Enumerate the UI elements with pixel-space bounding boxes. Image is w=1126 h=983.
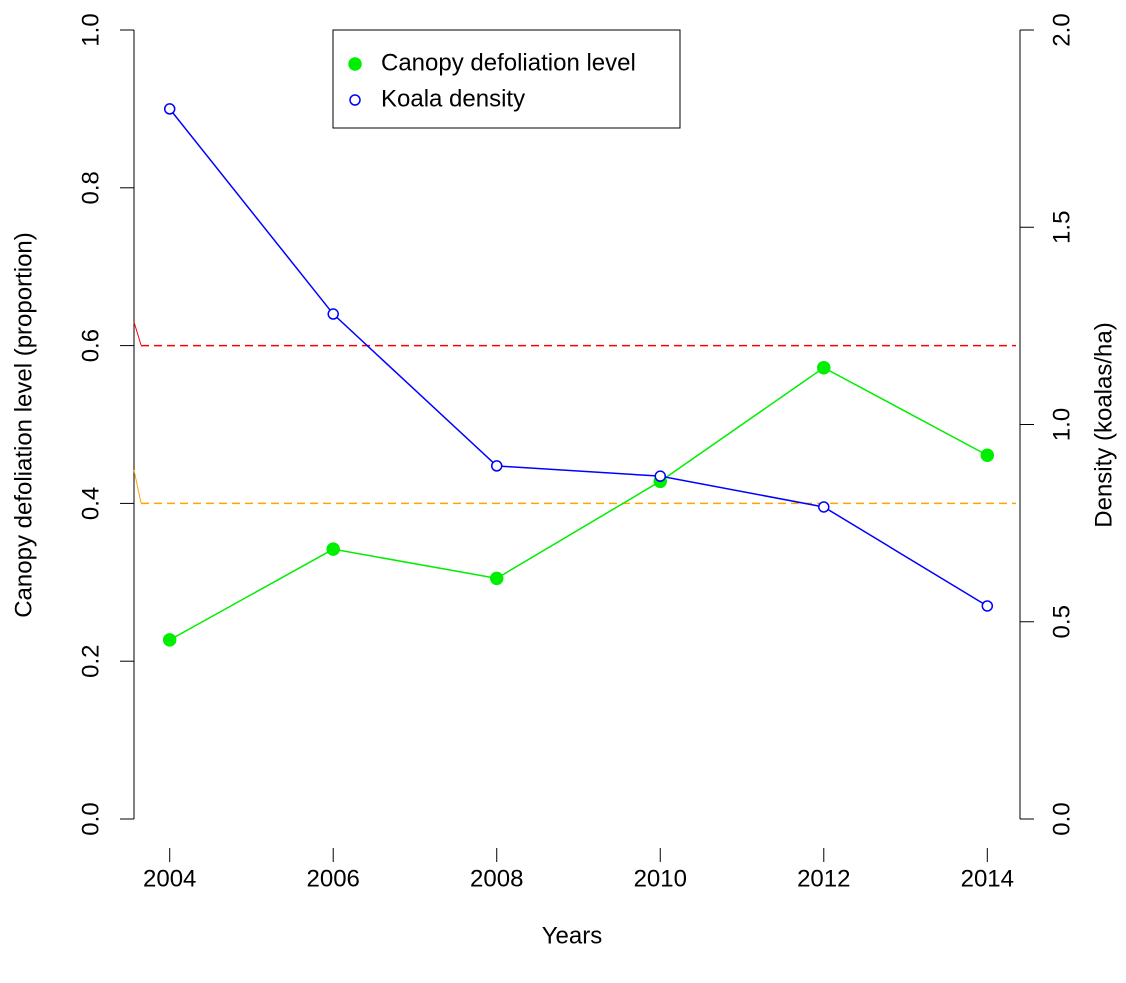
x-axis-label: Years <box>542 922 603 949</box>
y-tick-label: 0.6 <box>77 329 104 362</box>
point <box>980 448 995 463</box>
point <box>981 600 994 612</box>
point <box>326 542 340 556</box>
y2-axis-label: Density (koalas/ha) <box>1090 322 1117 527</box>
x-tick-label: 2014 <box>961 865 1014 892</box>
point <box>818 501 830 513</box>
point-bg <box>818 501 829 512</box>
y2-tick-label: 1.0 <box>1048 408 1075 441</box>
y-tick-label: 1.0 <box>77 13 104 46</box>
point <box>162 633 177 647</box>
x-tick-label: 2006 <box>307 865 360 892</box>
y-tick-label: 0.4 <box>77 487 104 520</box>
artifact <box>133 469 142 504</box>
artifact <box>133 321 142 346</box>
y-tick-label: 0.0 <box>77 802 104 835</box>
series-line <box>169 108 988 607</box>
point <box>163 103 176 115</box>
legend-box <box>332 29 681 129</box>
y-axis-label: Canopy defoliation level (proportion) <box>10 232 37 618</box>
legend-marker <box>349 94 361 106</box>
y2-tick-label: 0.0 <box>1048 802 1075 835</box>
legend-label: Koala density <box>381 85 525 112</box>
y2-tick-label: 2.0 <box>1048 13 1075 46</box>
y-tick-label: 0.2 <box>77 645 104 678</box>
legend-label: Canopy defoliation level <box>381 49 636 76</box>
point-bg <box>491 460 502 471</box>
point-bg <box>164 103 175 114</box>
legend-marker <box>348 57 362 71</box>
x-tick-label: 2008 <box>470 865 523 892</box>
x-tick-label: 2012 <box>797 865 850 892</box>
point-bg <box>982 600 993 611</box>
point <box>490 460 503 472</box>
y2-tick-label: 1.5 <box>1048 211 1075 244</box>
point <box>489 571 504 586</box>
x-tick-label: 2010 <box>634 865 687 892</box>
x-tick-label: 2004 <box>143 865 196 892</box>
point <box>654 470 667 482</box>
y2-tick-label: 0.5 <box>1048 605 1075 638</box>
point <box>817 360 831 375</box>
y-tick-label: 0.8 <box>77 171 104 204</box>
point-bg <box>328 309 339 320</box>
series-line <box>169 366 988 641</box>
point-bg <box>655 471 666 482</box>
point <box>327 308 339 320</box>
